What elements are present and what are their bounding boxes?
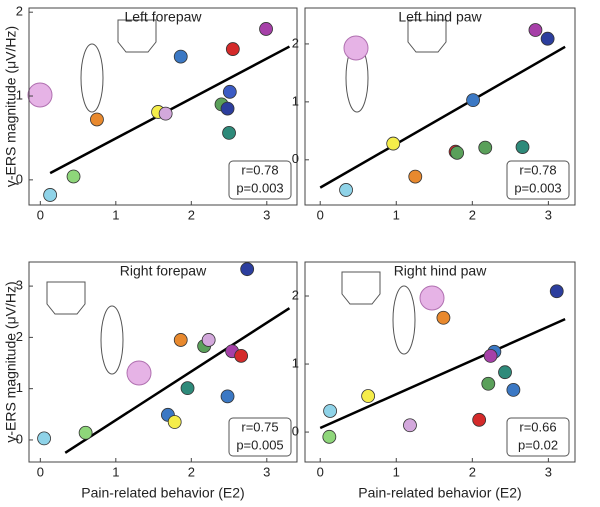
x-axis-label: Pain-related behavior (E2) <box>81 485 244 501</box>
y-axis-label: γ-ERS magnitude (μV/Hz) <box>3 281 19 442</box>
point <box>173 49 188 64</box>
point <box>90 112 104 127</box>
panel-title: Right hind paw <box>394 263 488 279</box>
x-tick-label: 3 <box>263 207 270 222</box>
point <box>201 333 216 347</box>
stats-text: p=0.003 <box>236 180 283 195</box>
point <box>43 188 58 202</box>
point <box>450 145 465 160</box>
panel-title: Left hind paw <box>398 9 482 25</box>
point <box>173 333 188 347</box>
axes-box <box>28 261 298 463</box>
point <box>515 140 530 154</box>
panel-title: Right forepaw <box>120 263 207 279</box>
axes-box <box>304 7 576 206</box>
y-axis-label: γ-ERS magnitude (μV/Hz) <box>3 26 19 187</box>
x-tick-label: 3 <box>545 207 552 222</box>
point <box>436 310 451 325</box>
stats-text: r=0.78 <box>241 162 278 177</box>
x-tick-label: 1 <box>393 207 400 222</box>
x-tick-label: 2 <box>469 464 476 479</box>
point <box>498 365 512 380</box>
x-tick-label: 3 <box>545 464 552 479</box>
point <box>234 348 249 363</box>
point <box>466 93 480 108</box>
point <box>403 418 417 433</box>
point <box>339 183 353 197</box>
x-tick-label: 1 <box>393 464 400 479</box>
point <box>259 22 273 36</box>
x-tick-label: 3 <box>263 464 270 479</box>
point <box>540 31 555 46</box>
y-tick-label: 1 <box>16 380 23 395</box>
y-tick-label: 0 <box>292 424 299 439</box>
y-tick-label: 1 <box>292 93 299 108</box>
point <box>220 389 235 404</box>
x-tick-label: 0 <box>317 464 324 479</box>
stats-box <box>506 160 570 200</box>
point <box>78 425 93 440</box>
x-tick-label: 2 <box>469 207 476 222</box>
fit-line <box>319 318 566 430</box>
stats-text: r=0.75 <box>241 419 278 434</box>
x-tick-label: 1 <box>112 464 119 479</box>
stats-text: r=0.78 <box>519 162 556 177</box>
point <box>220 101 235 116</box>
x-tick-label: 0 <box>37 464 44 479</box>
point <box>478 140 493 155</box>
y-tick-label: 0 <box>292 151 299 166</box>
point <box>506 382 521 397</box>
y-tick-label: 3 <box>16 278 23 293</box>
stats-box <box>228 160 292 200</box>
y-tick-label: 2 <box>16 329 23 344</box>
y-tick-label: 2 <box>16 4 23 19</box>
illustrations <box>27 19 447 386</box>
stats-text: p=0.02 <box>518 437 558 452</box>
panel-title: Left forepaw <box>124 9 202 25</box>
axes-box <box>304 261 576 463</box>
x-tick-label: 2 <box>188 207 195 222</box>
point <box>483 348 498 363</box>
y-tick-label: 0 <box>16 431 23 446</box>
fit-line <box>319 45 566 189</box>
point <box>167 415 182 429</box>
stats-text: p=0.003 <box>514 180 561 195</box>
x-tick-label: 2 <box>188 464 195 479</box>
x-tick-label: 0 <box>37 207 44 222</box>
x-tick-label: 0 <box>317 207 324 222</box>
y-tick-label: 2 <box>292 287 299 302</box>
point <box>322 429 337 444</box>
point <box>549 284 564 299</box>
point <box>240 262 255 277</box>
point <box>158 106 173 121</box>
y-tick-label: 1 <box>16 87 23 102</box>
y-tick-label: 0 <box>16 171 23 186</box>
stats-text: r=0.66 <box>519 419 556 434</box>
point <box>481 376 496 391</box>
point <box>37 431 51 446</box>
y-tick-label: 2 <box>292 35 299 50</box>
point <box>408 169 423 184</box>
fit-line <box>64 307 291 454</box>
stats-box <box>506 417 570 457</box>
stats-text: p=0.005 <box>236 437 283 452</box>
point <box>323 404 337 418</box>
point <box>180 381 195 396</box>
x-tick-label: 1 <box>112 207 119 222</box>
point <box>225 42 240 56</box>
point <box>222 126 236 140</box>
point <box>472 412 487 427</box>
stats-box <box>228 417 292 457</box>
point <box>361 389 376 403</box>
point <box>386 136 401 151</box>
y-tick-label: 1 <box>292 355 299 370</box>
axes-box <box>28 7 298 206</box>
point <box>66 169 81 184</box>
x-axis-label: Pain-related behavior (E2) <box>358 485 521 501</box>
point <box>222 84 237 99</box>
point <box>528 23 543 37</box>
